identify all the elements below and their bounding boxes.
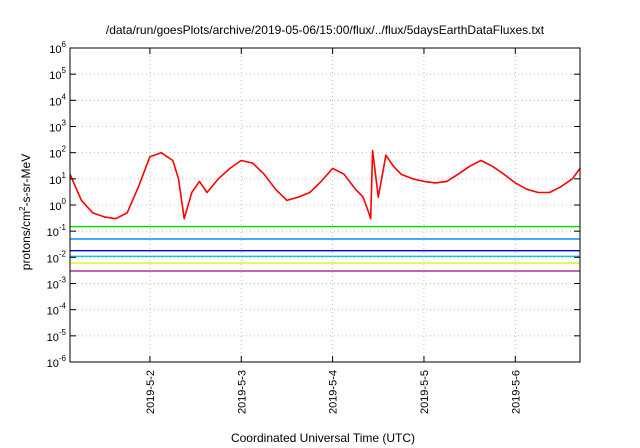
y-tick-label: 10-4 <box>47 302 67 318</box>
axis-ticks <box>70 47 580 363</box>
y-tick-label: 104 <box>49 92 66 108</box>
y-tick-base: 10 <box>47 280 59 292</box>
x-tick-label: 2019-5-5 <box>419 370 431 414</box>
y-tick-exponent: -1 <box>59 223 67 232</box>
y-tick-exponent: 1 <box>62 171 67 180</box>
y-tick-label: 10-3 <box>47 276 67 292</box>
x-tick-label: 2019-5-4 <box>328 370 340 414</box>
series-layer <box>69 149 581 272</box>
y-tick-label: 100 <box>49 197 66 213</box>
y-tick-label: 105 <box>49 66 66 82</box>
y-tick-label: 106 <box>49 40 66 56</box>
y-tick-exponent: 0 <box>62 197 67 206</box>
x-axis-label: Coordinated Universal Time (UTC) <box>231 431 415 445</box>
y-tick-base: 10 <box>47 358 59 370</box>
y-tick-base: 10 <box>47 332 59 344</box>
y-tick-base: 10 <box>47 227 59 239</box>
x-tick-labels: 2019-5-2 2019-5-3 2019-5-4 2019-5-5 2019-5-6 <box>145 370 522 414</box>
y-tick-label: 10-2 <box>47 249 67 265</box>
x-tick-label: 2019-5-6 <box>510 370 522 414</box>
y-tick-exponent: 2 <box>62 145 67 154</box>
y-tick-base: 10 <box>47 306 59 318</box>
y-axis-label-prefix: protons/cm <box>19 211 33 270</box>
y-tick-exponent: 5 <box>62 66 67 75</box>
y-tick-base: 10 <box>47 253 59 265</box>
y-tick-labels: 10-610-510-410-310-210-11001011021031041… <box>47 40 67 370</box>
y-tick-exponent: 6 <box>62 40 67 49</box>
y-tick-base: 10 <box>49 123 61 135</box>
y-tick-label: 10-6 <box>47 354 67 370</box>
y-tick-label: 10-1 <box>47 223 67 239</box>
y-tick-base: 10 <box>49 70 61 82</box>
y-tick-exponent: 4 <box>62 92 67 101</box>
y-tick-label: 103 <box>49 119 66 135</box>
y-tick-exponent: -3 <box>59 276 67 285</box>
x-tick-label: 2019-5-2 <box>145 370 157 414</box>
y-tick-base: 10 <box>49 44 61 56</box>
y-tick-base: 10 <box>49 175 61 187</box>
series-line <box>69 149 581 220</box>
y-tick-exponent: 3 <box>62 119 67 128</box>
y-tick-base: 10 <box>49 201 61 213</box>
y-tick-label: 10-5 <box>47 328 67 344</box>
y-tick-exponent: -4 <box>59 302 67 311</box>
y-axis-label: protons/cm2-s-sr-MeV <box>18 154 33 270</box>
y-tick-exponent: -6 <box>59 354 67 363</box>
y-tick-exponent: -2 <box>59 249 67 258</box>
y-tick-base: 10 <box>49 96 61 108</box>
y-tick-exponent: -5 <box>59 328 67 337</box>
y-axis-label-superscript: 2 <box>18 206 27 211</box>
y-axis-label-suffix: -s-sr-MeV <box>19 154 33 207</box>
y-tick-base: 10 <box>49 149 61 161</box>
chart-title: /data/run/goesPlots/archive/2019-05-06/1… <box>106 23 545 37</box>
y-tick-label: 101 <box>49 171 66 187</box>
x-tick-label: 2019-5-3 <box>236 370 248 414</box>
y-tick-label: 102 <box>49 145 66 161</box>
